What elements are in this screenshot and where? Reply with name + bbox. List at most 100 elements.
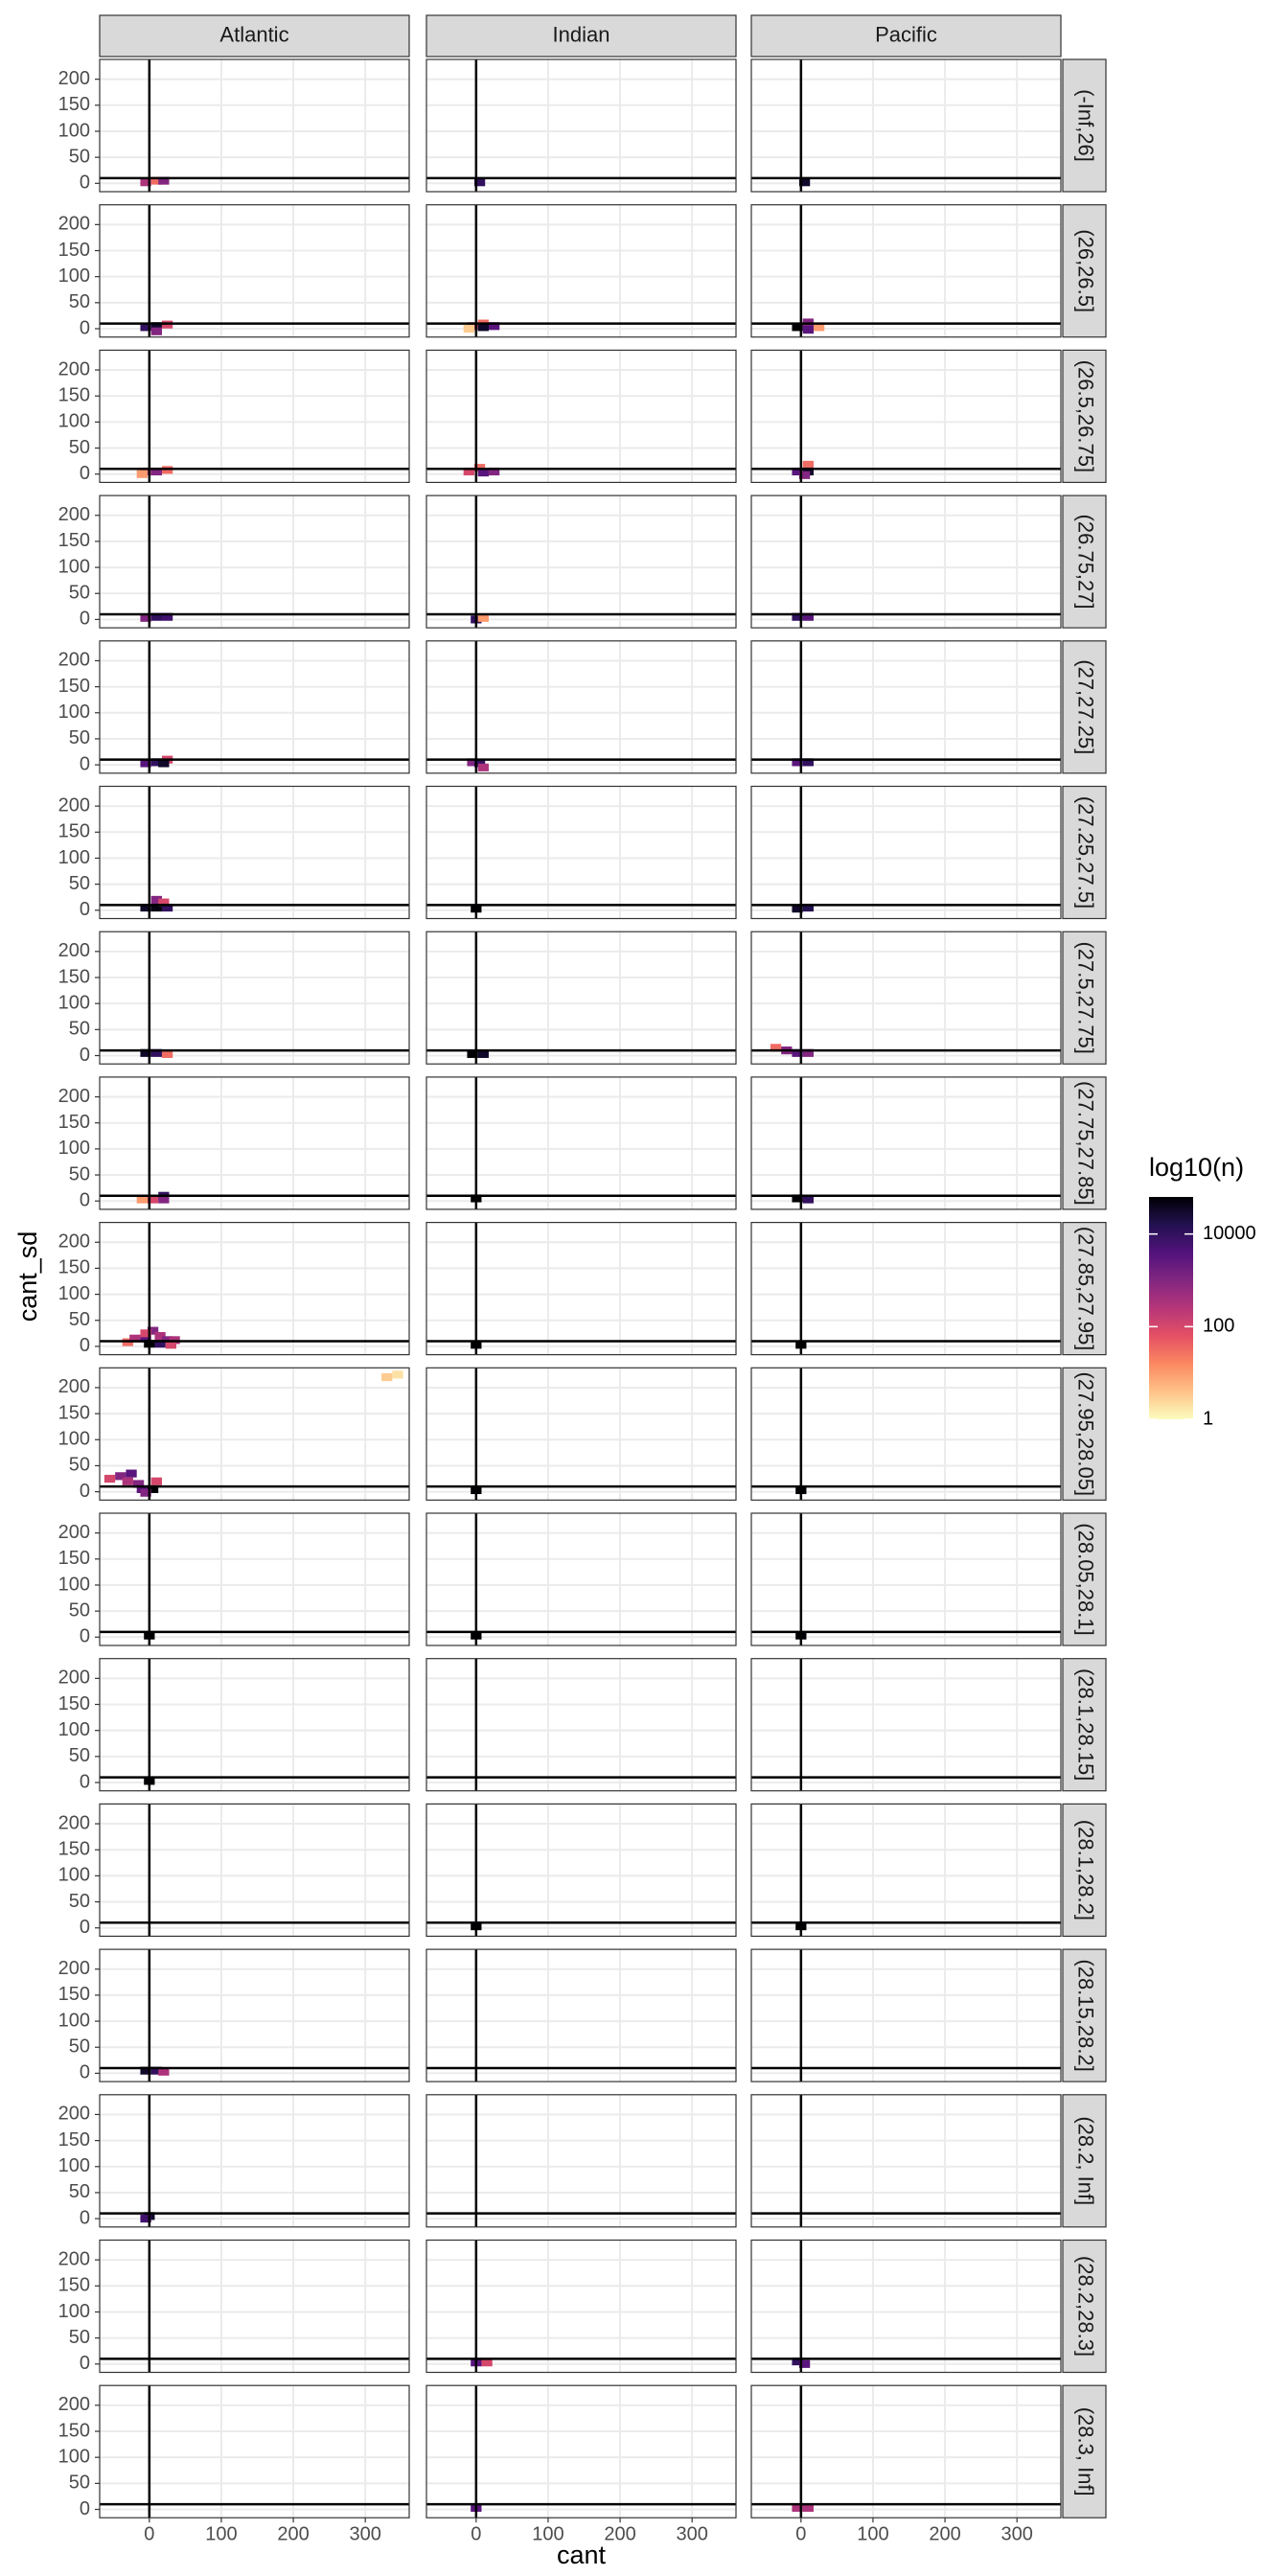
- panel: [426, 204, 737, 338]
- tile: [150, 322, 162, 331]
- panel-background: [100, 495, 409, 629]
- tile: [150, 2066, 162, 2075]
- y-tick-label: 50: [69, 1019, 90, 1040]
- y-tick-label: 100: [58, 120, 90, 141]
- facet-row-label: (28.2, Inf]: [1074, 2116, 1098, 2205]
- tile: [158, 2067, 170, 2076]
- panel-background: [751, 2094, 1061, 2227]
- y-tick-label: 0: [80, 463, 90, 484]
- y-tick-label: 50: [69, 727, 90, 748]
- facet-strip: [1062, 2094, 1107, 2228]
- tile: [161, 904, 173, 912]
- panel-background: [100, 350, 409, 483]
- tile: [802, 2503, 814, 2512]
- tile: [150, 758, 162, 767]
- tile: [104, 1474, 116, 1484]
- panel: [426, 1948, 737, 2082]
- panel-border: [99, 349, 410, 483]
- y-tick-label: 50: [69, 583, 90, 604]
- panel-background: [426, 59, 736, 192]
- tile: [136, 1195, 148, 1204]
- panel-background: [100, 1658, 409, 1791]
- panel: [99, 1367, 410, 1501]
- panel-background: [100, 640, 409, 773]
- facet-strip: [1062, 58, 1107, 193]
- facet-row-label: (28.2,28.3]: [1074, 2256, 1098, 2357]
- panel-border: [750, 2384, 1062, 2518]
- panel-border: [99, 2239, 410, 2374]
- y-tick-label: 50: [69, 1745, 90, 1766]
- panel-background: [100, 1513, 409, 1645]
- facet-row-label: (28.3, Inf]: [1074, 2407, 1098, 2496]
- panel: [99, 1221, 410, 1356]
- panel-border: [99, 1803, 410, 1938]
- y-tick-label: 150: [58, 1838, 90, 1859]
- tile: [140, 1048, 151, 1057]
- facet-strip: [1062, 2239, 1107, 2374]
- panel-background: [426, 204, 736, 337]
- x-tick-label: 0: [795, 2523, 806, 2544]
- panel: [750, 1221, 1062, 1356]
- y-tick-label: 200: [58, 2248, 90, 2269]
- facet-row-label: (28.1,28.15]: [1074, 1668, 1098, 1781]
- legend-label: 100: [1203, 1316, 1234, 1337]
- panel-border: [99, 204, 410, 338]
- y-tick-label: 0: [80, 609, 90, 630]
- panel: [426, 1803, 737, 1938]
- tile: [147, 1326, 159, 1335]
- panel-border: [99, 931, 410, 1065]
- y-tick-label: 50: [69, 437, 90, 458]
- tile: [140, 759, 151, 768]
- panel: [99, 349, 410, 483]
- panel: [426, 58, 737, 193]
- x-tick-label: 100: [205, 2523, 237, 2544]
- facet-strip: [1062, 1076, 1107, 1210]
- facet-strip: [1062, 1803, 1107, 1938]
- panel-background: [426, 1949, 736, 2082]
- y-tick-label: 100: [58, 1574, 90, 1595]
- y-tick-label: 50: [69, 1309, 90, 1330]
- tile: [126, 1469, 137, 1478]
- panel: [99, 1948, 410, 2082]
- y-tick-label: 200: [58, 1522, 90, 1543]
- facet-row-label: (28.15,28.2]: [1074, 1959, 1098, 2071]
- x-tick-label: 200: [277, 2523, 309, 2544]
- panel-border: [750, 349, 1062, 483]
- panel-border: [750, 1512, 1062, 1646]
- y-tick-label: 150: [58, 676, 90, 697]
- y-tick-label: 100: [58, 2155, 90, 2176]
- y-tick-label: 200: [58, 794, 90, 816]
- y-tick-label: 0: [80, 1335, 90, 1356]
- panel: [426, 2239, 737, 2374]
- panel-border: [426, 1512, 737, 1646]
- y-tick-label: 100: [58, 992, 90, 1013]
- x-tick-label: 100: [532, 2523, 564, 2544]
- y-tick-label: 0: [80, 1626, 90, 1647]
- y-tick-label: 0: [80, 1045, 90, 1066]
- facet-row-label: (27.75,27.85]: [1074, 1081, 1098, 1206]
- tile: [115, 1472, 126, 1481]
- panel-background: [426, 2385, 736, 2518]
- panel-border: [99, 1367, 410, 1501]
- panel: [750, 204, 1062, 338]
- tile: [798, 471, 811, 479]
- tile: [467, 1049, 478, 1058]
- facet-row-label: (-Inf,26]: [1074, 89, 1098, 162]
- facet-strip: [1062, 349, 1107, 483]
- panel: [750, 1948, 1062, 2082]
- facet-strip: [1062, 1512, 1107, 1646]
- tile: [136, 470, 148, 478]
- panel-background: [100, 2094, 409, 2227]
- tile: [792, 612, 803, 621]
- panel: [750, 2094, 1062, 2228]
- y-tick-label: 50: [69, 1599, 90, 1621]
- y-tick-label: 0: [80, 317, 90, 338]
- panel: [750, 494, 1062, 629]
- tile: [140, 1488, 151, 1497]
- panel-background: [426, 932, 736, 1065]
- facet-col-label: Pacific: [875, 22, 937, 46]
- panel: [99, 494, 410, 629]
- y-tick-label: 150: [58, 240, 90, 261]
- tile: [140, 1334, 151, 1343]
- y-tick-label: 150: [58, 1112, 90, 1133]
